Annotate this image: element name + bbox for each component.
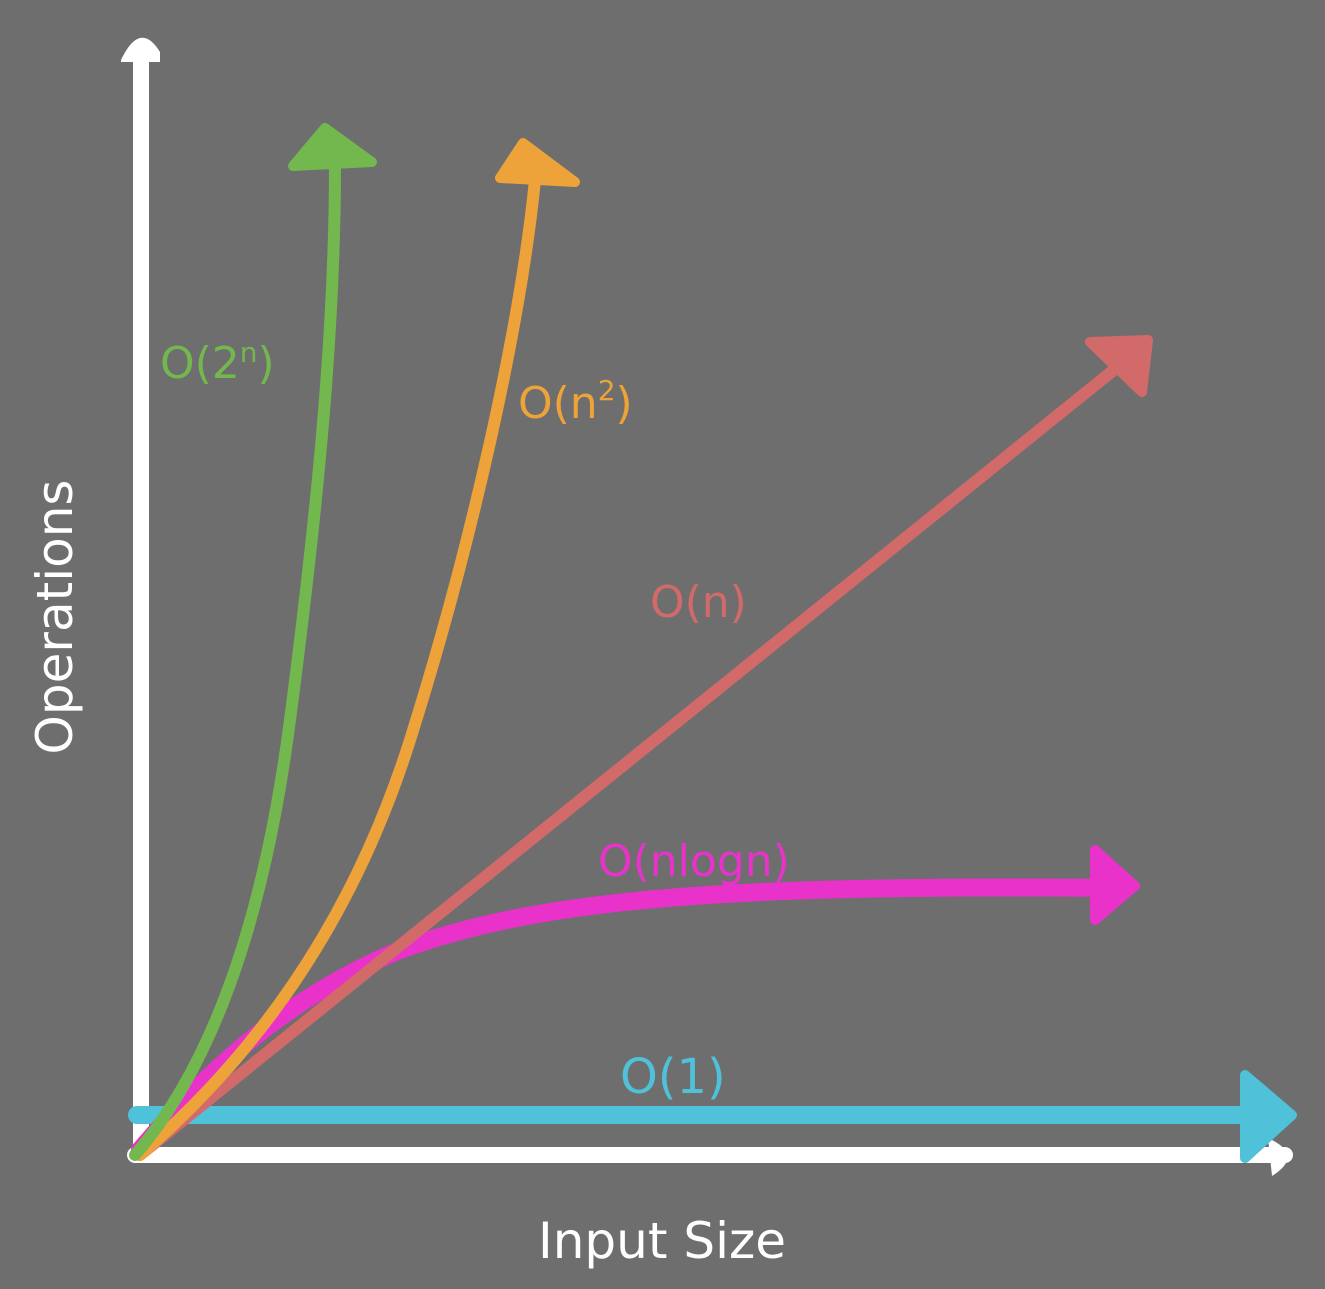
o1-arrowhead-icon xyxy=(1240,1070,1297,1163)
x-axis xyxy=(127,1138,1293,1176)
label-onlogn: O(nlogn) xyxy=(598,836,790,887)
label-on: O(n) xyxy=(650,577,747,628)
o2n-arrowhead-icon xyxy=(288,123,377,171)
x-axis-title: Input Size xyxy=(538,1212,786,1270)
x-axis-arrowhead-icon xyxy=(1268,1138,1288,1176)
label-on2: O(n2) xyxy=(518,374,633,429)
y-axis xyxy=(121,37,160,1163)
curve-o1 xyxy=(128,1070,1297,1163)
curve-on2 xyxy=(134,138,580,1161)
curve-on xyxy=(134,335,1153,1161)
onlogn-arrowhead-icon xyxy=(1090,845,1140,925)
label-o1: O(1) xyxy=(620,1049,726,1105)
label-o2n: O(2n) xyxy=(160,336,275,389)
on2-arrowhead-icon xyxy=(495,138,580,187)
curve-o2n xyxy=(129,123,377,1161)
y-axis-title: Operations xyxy=(26,480,84,755)
y-axis-arrowhead-icon xyxy=(121,37,160,62)
curve-onlogn xyxy=(131,845,1140,1159)
on-arrowhead-icon xyxy=(1085,335,1153,397)
